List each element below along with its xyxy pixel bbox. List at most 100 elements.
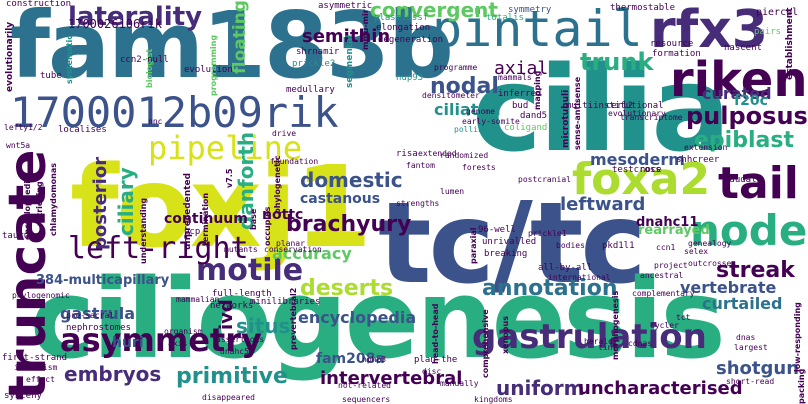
word-fantom: fantom <box>406 161 435 170</box>
word-project: project <box>654 261 688 270</box>
word-largest: largest <box>734 343 768 352</box>
word-organism: organism <box>164 327 203 336</box>
word-isomerism: isomerism <box>14 363 58 372</box>
word-extended: extended <box>418 149 457 158</box>
word-international: international <box>548 273 611 282</box>
word-effect: effect <box>26 375 55 384</box>
word-ancestral: ancestral <box>640 271 684 280</box>
word-tail: tail <box>718 158 799 209</box>
word-tc-tc: tc/tc <box>378 179 647 309</box>
word-dnas: dnas <box>736 333 756 342</box>
word-embryos: embryos <box>64 362 162 386</box>
word-taurus: taurus <box>2 231 35 241</box>
word-evolutionary: evolutionary <box>608 109 666 118</box>
word-rfx3: rfx3 <box>650 0 768 60</box>
word-cdnas: cdnas <box>628 339 653 348</box>
word-occupies: occupies <box>263 206 272 246</box>
word-prickle1: prickle1 <box>528 229 567 238</box>
word-risa: risa <box>396 149 418 159</box>
word-convergent: convergent <box>370 0 498 22</box>
word-assertions: assertions <box>216 335 265 344</box>
word-situs: situs <box>236 314 291 338</box>
word-networks: networks <box>210 301 254 311</box>
word-ccn2-null: ccn2-null <box>120 55 169 65</box>
word-coligand: coligand <box>504 123 548 133</box>
word-nascent: nascent <box>724 43 762 53</box>
word-intervertebral: intervertebral <box>320 368 463 389</box>
word-curtailed: curtailed <box>702 294 783 313</box>
word-noce: noce <box>640 165 662 175</box>
word-leftward: leftward <box>560 194 646 215</box>
word-uniform: uniform <box>496 376 585 400</box>
word-prevertebral2: prevertebral2 <box>289 287 298 350</box>
word-microtubuli: microtubuli <box>561 89 571 148</box>
word-not-related: not-related <box>338 381 391 390</box>
word-huri: huri <box>112 335 144 351</box>
word-kingdoms: kingdoms <box>474 395 513 404</box>
word-foxa2: foxa2 <box>572 154 711 205</box>
word-nphp3: nphp3 <box>362 355 387 364</box>
word-curated: curated <box>702 84 772 103</box>
word-manually: manually <box>440 379 479 388</box>
word-xenopus: xenopus <box>501 316 510 354</box>
word-tube: tube <box>40 71 62 81</box>
word-transcriptome: transcriptome <box>620 113 683 122</box>
word-disappeared: disappeared <box>202 393 255 402</box>
word-epiblast: epiblast <box>694 128 794 153</box>
word-shotgun: shotgun <box>716 358 800 379</box>
word-castanous: castanous <box>300 191 381 207</box>
word-medullary: medullary <box>286 85 335 95</box>
word-1700026106rik: 1700026106rik <box>68 17 162 31</box>
word-plan-the: plan-the <box>414 355 458 365</box>
word-shhcreer: shhcreer <box>676 155 720 165</box>
word-primitive: primitive <box>176 364 288 389</box>
word-pipeline: pipeline <box>148 129 303 167</box>
word-fam183b: fam183b <box>10 0 454 99</box>
word-wnt5a: wnt5a <box>6 141 31 150</box>
word-systematic: systematic <box>65 34 74 84</box>
word-postcranial: postcranial <box>518 175 571 184</box>
word-piercel: piercel <box>756 7 799 18</box>
word-tint: tint <box>598 343 618 352</box>
word-ciliated: ciliated <box>434 100 501 119</box>
word-strengths: strengths <box>396 199 440 208</box>
word-posterior: posterior <box>90 156 111 250</box>
word-segmental: segmental <box>345 34 355 88</box>
word-programming: programming <box>209 34 218 96</box>
word-deserts: deserts <box>300 276 394 301</box>
word-all-by-all: all-by-all <box>538 263 593 273</box>
word-testcross: testcross <box>612 165 661 175</box>
word-evolutionarily: evolutionarily <box>5 21 15 92</box>
word-nnc: nnc <box>148 117 163 126</box>
word-axial: axial <box>494 58 549 79</box>
word-pkd1l1: pkd1l1 <box>602 241 635 251</box>
word-breaking: breaking <box>484 249 528 259</box>
word-unprecedented: unprecedented <box>183 172 193 250</box>
word-comprehensive: comprehensive <box>481 309 490 378</box>
word-nodal: nodal <box>430 74 499 99</box>
word-bodies: bodies <box>556 241 585 250</box>
word-mmu-mir: mmu-mir <box>361 9 370 50</box>
word-domestic: domestic <box>300 168 403 192</box>
word-accuracy: accuracy <box>272 244 352 263</box>
word-programme: programme <box>434 63 478 72</box>
word-dnahc11: dnahc11 <box>636 215 699 230</box>
word-conservation: conservation <box>264 245 322 254</box>
word-vertebrate: vertebrate <box>680 278 777 297</box>
word-inferred: inferred <box>498 89 542 99</box>
word-tct: tct <box>676 313 691 322</box>
word-continuum: continuum <box>164 211 248 227</box>
word-mutants: mutants <box>224 245 258 254</box>
word-establishment: establishment <box>785 7 795 80</box>
word-nottc: nottc <box>262 207 304 223</box>
word-morphogenesis: morphogenesis <box>611 290 620 360</box>
word-bud: bud <box>512 101 529 111</box>
word-drive: drive <box>272 129 297 138</box>
word-early-somite: early-somite <box>462 117 520 126</box>
word-encyclopedia: encyclopedia <box>298 308 417 327</box>
word-thermostable: thermostable <box>610 3 676 13</box>
word-cycler: cycler <box>650 321 679 330</box>
word-pcp: pcp <box>184 227 201 237</box>
word-laterality: laterality <box>68 2 203 32</box>
